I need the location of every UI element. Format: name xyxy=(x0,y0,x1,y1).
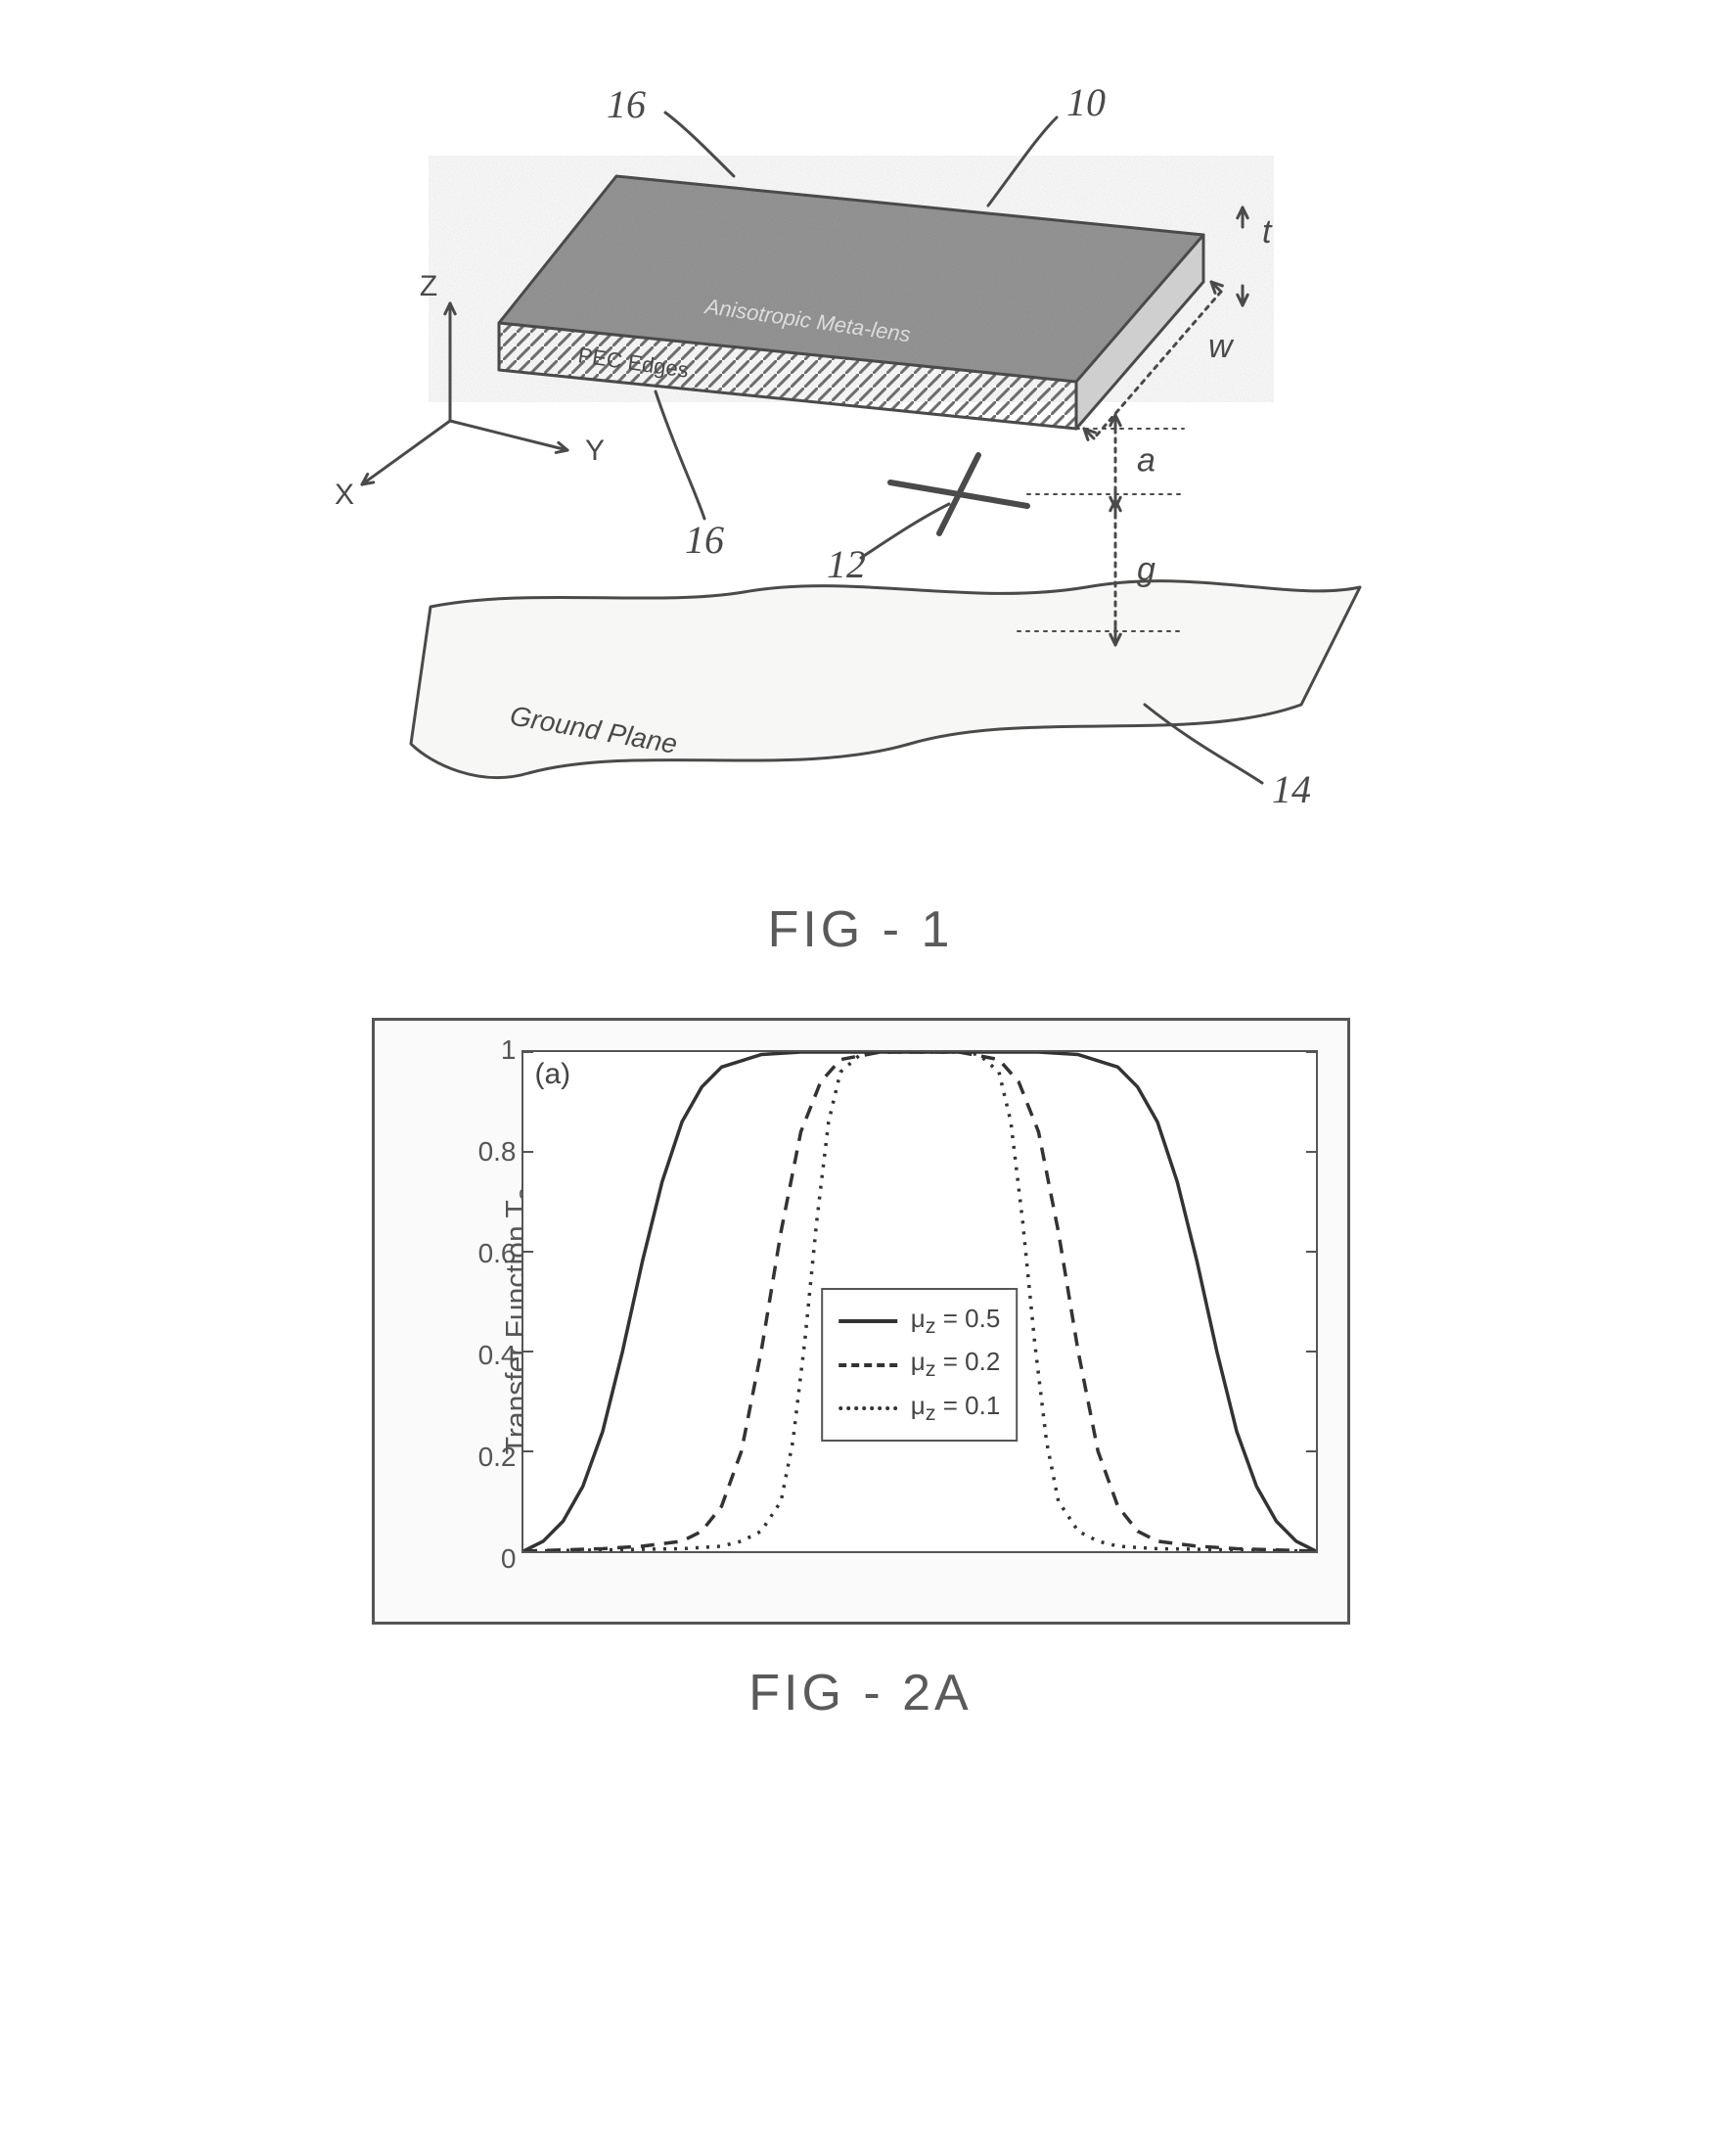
svg-text:12: 12 xyxy=(827,542,866,586)
panel-label: (a) xyxy=(535,1058,571,1091)
fig1-svg-wrap: Anisotropic Meta-lensPEC EdgesGround Pla… xyxy=(284,59,1438,861)
svg-text:w: w xyxy=(1208,328,1235,365)
legend-label: μz = 0.5 xyxy=(911,1304,1001,1339)
legend-row: μz = 0.1 xyxy=(838,1387,1001,1430)
fig2a-caption: FIG - 2A xyxy=(39,1664,1682,1722)
y-tick-label: 0.8 xyxy=(477,1136,517,1168)
svg-text:Y: Y xyxy=(585,435,605,467)
legend-row: μz = 0.2 xyxy=(838,1343,1001,1386)
legend-label: μz = 0.1 xyxy=(911,1391,1001,1426)
legend-swatch-dashed xyxy=(838,1363,897,1367)
svg-text:X: X xyxy=(334,479,353,511)
legend-label: μz = 0.2 xyxy=(911,1347,1001,1382)
y-tick-label: 0.4 xyxy=(477,1340,517,1371)
legend-swatch-dotted xyxy=(838,1406,897,1410)
y-tick-label: 1 xyxy=(477,1034,517,1066)
legend-row: μz = 0.5 xyxy=(838,1300,1001,1343)
svg-text:14: 14 xyxy=(1272,767,1311,811)
svg-text:a: a xyxy=(1137,442,1155,480)
legend-swatch-solid xyxy=(838,1319,897,1323)
svg-text:16: 16 xyxy=(685,518,724,562)
plot-area: (a) μz = 0.5 μz = 0.2 μz = 0.1 xyxy=(521,1050,1318,1553)
legend: μz = 0.5 μz = 0.2 μz = 0.1 xyxy=(821,1288,1019,1442)
svg-text:16: 16 xyxy=(607,82,646,126)
svg-text:10: 10 xyxy=(1066,80,1106,124)
fig2a-wrap: Transfer Function Ts 00.20.40.60.81 (a) … xyxy=(372,1018,1350,1625)
svg-text:Z: Z xyxy=(419,270,436,302)
y-tick-label: 0.2 xyxy=(477,1442,517,1473)
y-tick-label: 0.6 xyxy=(477,1238,517,1269)
y-tick-label: 0 xyxy=(477,1543,517,1575)
page: Anisotropic Meta-lensPEC EdgesGround Pla… xyxy=(39,59,1682,1722)
figure-2a: Transfer Function Ts 00.20.40.60.81 (a) … xyxy=(39,1018,1682,1722)
figure-1: Anisotropic Meta-lensPEC EdgesGround Pla… xyxy=(39,59,1682,959)
svg-text:t: t xyxy=(1262,213,1273,251)
chart-frame: Transfer Function Ts 00.20.40.60.81 (a) … xyxy=(372,1018,1350,1625)
svg-text:g: g xyxy=(1137,551,1155,588)
fig1-caption: FIG - 1 xyxy=(39,900,1682,959)
